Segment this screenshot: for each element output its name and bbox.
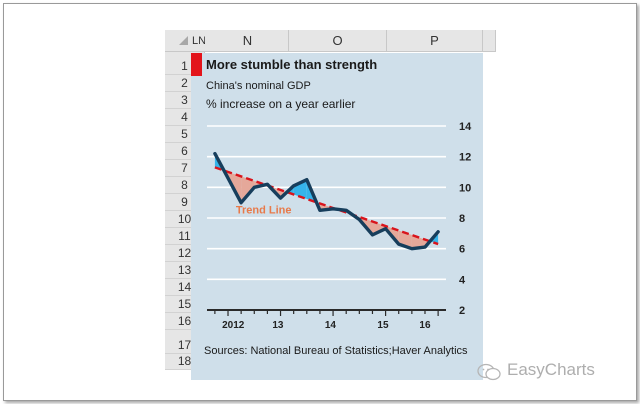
y-tick-label-14: 14 [459,121,472,133]
y-tick-label-10: 10 [459,182,471,194]
trend-line [214,166,439,246]
chart-unit-label: % increase on a year earlier [206,97,356,111]
column-header-p[interactable]: P [387,30,483,52]
column-header-q-edge[interactable] [483,30,496,52]
gdp-series-line [213,151,440,251]
deviation-area-2-0 [241,176,255,203]
column-header-o[interactable]: O [289,30,387,52]
watermark-text: EasyCharts [507,360,595,379]
x-tick-label-13: 13 [272,320,284,331]
x-tick-label-2012: 2012 [222,320,245,331]
chart-subtitle: China's nominal GDP [206,80,311,92]
chart-source: Sources: National Bureau of Statistics;H… [204,345,468,357]
y-tick-label-6: 6 [459,244,465,256]
y-tick-label-12: 12 [459,152,471,164]
gdp-line-chart: Trend Line 14 12 10 8 6 4 2 2012 13 14 15 16 [207,121,472,331]
chart-panel [191,53,483,380]
deviation-area-15-0 [411,235,425,249]
y-tick-label-4: 4 [459,274,466,286]
trend-line-label: Trend Line [236,204,292,216]
x-tick-label-14: 14 [325,320,337,331]
y-tick-label-8: 8 [459,213,465,225]
wechat-icon [477,363,501,381]
column-header-partial[interactable]: LN [191,30,207,52]
column-header-n[interactable]: N [207,30,289,52]
x-tick-label-16: 16 [419,320,431,331]
title-red-tag [191,53,202,76]
y-tick-label-2: 2 [459,305,465,317]
x-tick-label-15: 15 [377,320,389,331]
chart-title: More stumble than strength [206,57,378,72]
